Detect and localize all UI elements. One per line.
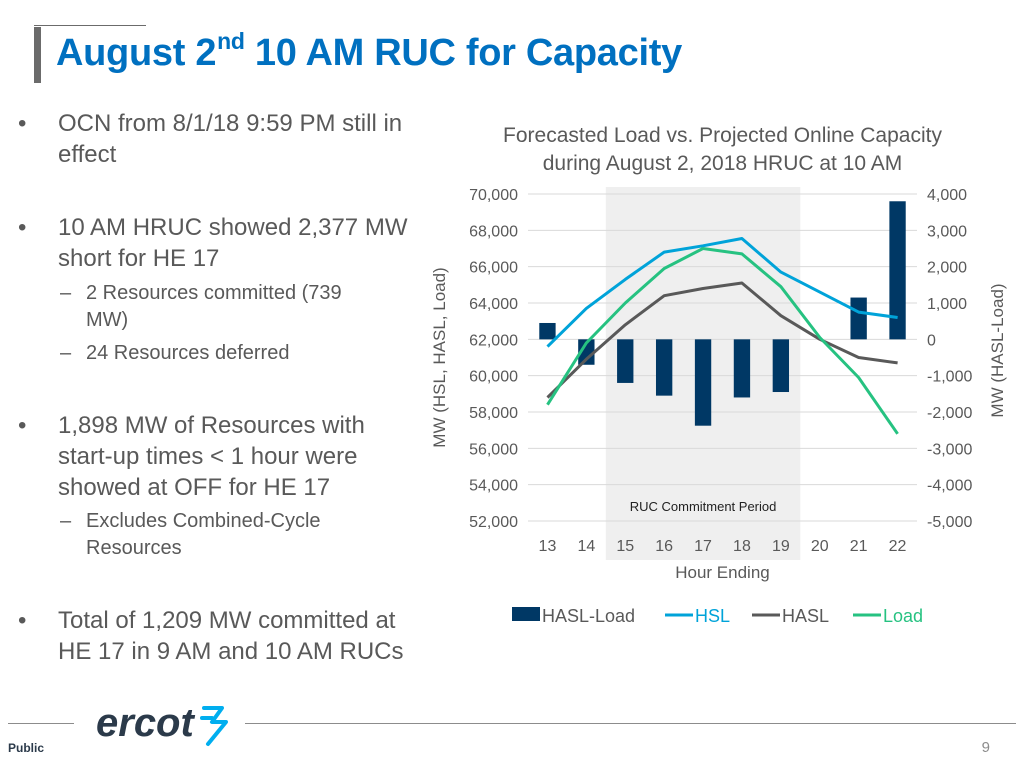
title-rule [34,25,146,26]
title-main: August 2 [56,32,217,74]
y-left-tick-label: 58,000 [469,405,518,422]
bullet-line: 24 Resources deferred [86,342,290,364]
bullet-marker: • [18,412,27,439]
y-left-tick-label: 70,000 [469,187,518,204]
x-tick-label: 22 [889,538,907,555]
legend-label: Load [883,606,923,626]
x-tick-label: 16 [655,538,673,555]
chart-container: Forecasted Load vs. Projected Online Cap… [425,115,1020,635]
y-left-tick-label: 66,000 [469,260,518,277]
hasl-line [546,281,898,399]
hasl-load-bar [772,339,790,393]
bullet-line: Excludes Combined-Cycle [86,510,321,532]
x-tick-label: 17 [694,538,712,555]
bullet-line: effect [58,141,117,168]
hasl-load-bar [850,297,867,340]
ruc-period-label: RUC Commitment Period [630,499,777,514]
y-right-tick-label: 4,000 [927,187,967,204]
y-left-tick-label: 56,000 [469,441,518,458]
bullet-line: 1,898 MW of Resources with [58,412,365,439]
y-left-tick-label: 54,000 [469,478,518,495]
bullet-line: OCN from 8/1/18 9:59 PM still in [58,110,403,137]
y-right-tick-label: 3,000 [927,223,967,240]
hasl-load-bar [578,339,595,365]
footer-label: Public [8,741,45,755]
chart-plot: 52,000 54,000 56,000 58,000 60,000 62,000 64,0… [430,187,1007,626]
x-tick-label: 20 [811,538,829,555]
x-tick-label: 15 [616,538,634,555]
bullet-line: Resources [86,537,182,559]
x-tick-label: 21 [850,538,868,555]
y-right-tick-label: 1,000 [927,296,967,313]
chart-title: Forecasted Load vs. Projected Online Cap… [465,122,980,178]
sub-bullet-marker: – [60,510,72,532]
hsl-line [546,237,898,348]
bullet-line: short for HE 17 [58,245,220,272]
bullet-line: 10 AM HRUC showed 2,377 MW [58,214,408,241]
footer-divider-left [8,723,74,724]
x-tick-label: 14 [577,538,595,555]
bullet-line: HE 17 in 9 AM and 10 AM RUCs [58,638,404,665]
logo-wordmark: ercot [96,701,195,745]
sub-bullet-marker: – [60,342,72,364]
hasl-load-bar [694,339,712,426]
bullet-line: 2 Resources committed (739 [86,282,342,304]
x-axis-title: Hour Ending [675,563,770,582]
bullet-line: start-up times < 1 hour were [58,443,358,470]
y-right-tick-label: -5,000 [927,514,972,531]
page-number: 9 [981,739,990,756]
title-accent-bar [34,27,41,83]
y-left-tick-label: 52,000 [469,514,518,531]
bullet-line: showed at OFF for HE 17 [58,474,331,501]
x-tick-label: 13 [539,538,557,555]
title-superscript: nd [217,28,245,54]
legend-swatch [512,607,540,621]
chart-title-line-2: during August 2, 2018 HRUC at 10 AM [542,152,903,175]
y-right-tick-label: -3,000 [927,441,972,458]
legend-label: HASL [782,606,829,626]
x-tick-label: 19 [772,538,790,555]
y-right-tick-label: -2,000 [927,405,972,422]
slide-title: August 2nd 10 AM RUC for Capacity [56,28,682,75]
bullet-line: Total of 1,209 MW committed at [58,607,396,634]
hasl-load-bar [617,339,634,383]
y-right-tick-label: 0 [927,332,936,349]
hasl-load-bar [655,339,673,396]
y-right-tick-label: -4,000 [927,478,972,495]
chart-title-line-1: Forecasted Load vs. Projected Online Cap… [503,124,942,147]
bullet-marker: • [18,214,27,241]
y-right-axis-title: MW (HASL-Load) [988,283,1007,417]
hasl-load-bar [889,201,906,340]
y-left-tick-label: 68,000 [469,223,518,240]
y-left-tick-label: 60,000 [469,369,518,386]
bullet-marker: • [18,607,27,634]
sub-bullet-marker: – [60,282,72,304]
y-right-tick-label: 2,000 [927,260,967,277]
y-left-tick-label: 64,000 [469,296,518,313]
legend-label: HASL-Load [542,606,635,626]
bullet-line: MW) [86,309,129,331]
hasl-load-bar [539,322,556,340]
y-left-tick-label: 62,000 [469,332,518,349]
load-line [546,247,899,435]
logo-bolt-icon [200,706,228,746]
y-right-tick-label: -1,000 [927,369,972,386]
footer-divider-right [245,723,1016,724]
bullet-marker: • [18,110,27,137]
y-left-axis-title: MW (HSL, HASL, Load) [430,267,449,447]
ercot-logo: ercot [96,701,228,746]
hasl-load-bar [733,339,751,398]
title-rest: 10 AM RUC for Capacity [244,32,682,74]
legend-label: HSL [695,606,730,626]
x-tick-label: 18 [733,538,751,555]
